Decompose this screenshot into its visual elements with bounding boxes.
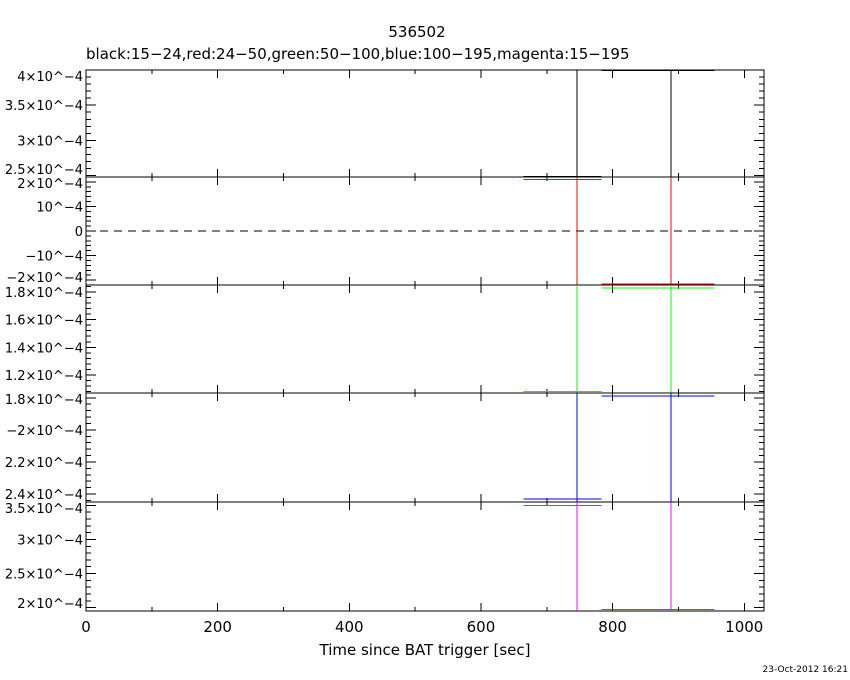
- y-tick-label: 2.4×10^−4: [5, 488, 83, 503]
- y-tick-label: 3×10^−4: [17, 134, 83, 149]
- x-tick-label: 1000: [725, 618, 763, 636]
- footer-date: 23-Oct-2012 16:21: [763, 665, 848, 675]
- chart-title: 536502: [388, 23, 445, 41]
- y-tick-label: −2×10^−4: [6, 424, 83, 439]
- y-tick-label: 1.8×10^−4: [5, 286, 83, 301]
- panel-frame-magenta: [85, 501, 765, 612]
- y-tick-label: −2×10^−4: [6, 271, 83, 286]
- y-tick-label: 3.5×10^−4: [5, 502, 83, 517]
- y-tick-label: 2.5×10^−4: [5, 163, 83, 178]
- y-tick-label: 1.6×10^−4: [5, 314, 83, 329]
- y-tick-label: 3.5×10^−4: [5, 99, 83, 114]
- y-tick-label: 2×10^−4: [17, 597, 83, 612]
- x-axis-label: Time since BAT trigger [sec]: [319, 641, 531, 659]
- chart-subtitle: black:15−24,red:24−50,green:50−100,blue:…: [86, 45, 630, 63]
- y-tick-label: 4×10^−4: [17, 70, 83, 85]
- panel-frame-blue: [85, 392, 765, 503]
- y-tick-label: −10^−4: [26, 250, 84, 265]
- y-tick-label: 0: [75, 225, 83, 240]
- y-tick-label: 1.8×10^−4: [5, 393, 83, 408]
- y-tick-label: 1.4×10^−4: [5, 341, 83, 356]
- x-tick-label: 800: [598, 618, 627, 636]
- x-tick-label: 400: [335, 618, 364, 636]
- panel-frame-black: [85, 69, 765, 178]
- panel-frame-green: [85, 284, 765, 394]
- y-tick-label: 2×10^−4: [17, 177, 83, 192]
- x-tick-label: 200: [203, 618, 232, 636]
- y-tick-label: 1.2×10^−4: [5, 369, 83, 384]
- y-tick-label: 2.5×10^−4: [5, 568, 83, 583]
- y-tick-label: 10^−4: [36, 200, 83, 215]
- y-tick-label: 2.2×10^−4: [5, 456, 83, 471]
- x-tick-label: 600: [467, 618, 496, 636]
- y-tick-label: 3×10^−4: [17, 533, 83, 548]
- x-tick-label: 0: [81, 618, 91, 636]
